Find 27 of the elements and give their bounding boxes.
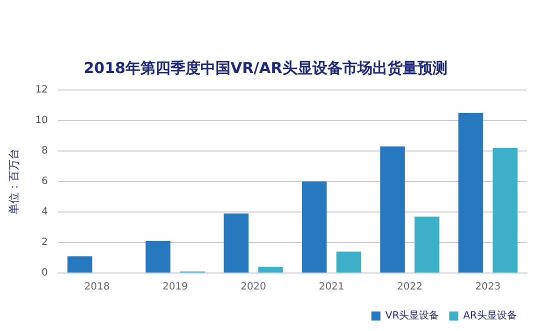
y-axis-title: 单位：百万台 bbox=[7, 148, 20, 214]
bar bbox=[458, 112, 484, 272]
bar bbox=[380, 146, 405, 272]
y-tick-label: 8 bbox=[42, 146, 48, 157]
y-tick-label: 12 bbox=[35, 84, 48, 96]
legend-label: VR头显设备 bbox=[385, 310, 440, 322]
x-tick-label: 2018 bbox=[84, 282, 110, 293]
bar bbox=[258, 266, 283, 272]
y-tick-label: 2 bbox=[42, 237, 48, 248]
legend-label: AR头显设备 bbox=[463, 310, 518, 322]
bar bbox=[146, 240, 170, 272]
x-tick-label: 2020 bbox=[240, 282, 266, 293]
bar bbox=[224, 214, 249, 272]
x-tick-label: 2021 bbox=[318, 282, 344, 293]
bar bbox=[492, 148, 518, 272]
bar bbox=[336, 252, 362, 272]
y-tick-label: 10 bbox=[35, 115, 48, 126]
bar bbox=[302, 182, 327, 272]
y-tick-label: 0 bbox=[42, 268, 48, 279]
bar bbox=[414, 216, 440, 272]
chart-title: 2018年第四季度中国VR/AR头显设备市场出货量预测 bbox=[84, 58, 448, 77]
x-tick-label: 2022 bbox=[397, 282, 422, 293]
y-tick-label: 4 bbox=[42, 206, 48, 218]
x-tick-label: 2023 bbox=[475, 282, 501, 293]
x-tick-label: 2019 bbox=[162, 282, 188, 293]
y-tick-label: 6 bbox=[42, 176, 48, 188]
bar bbox=[67, 256, 92, 272]
